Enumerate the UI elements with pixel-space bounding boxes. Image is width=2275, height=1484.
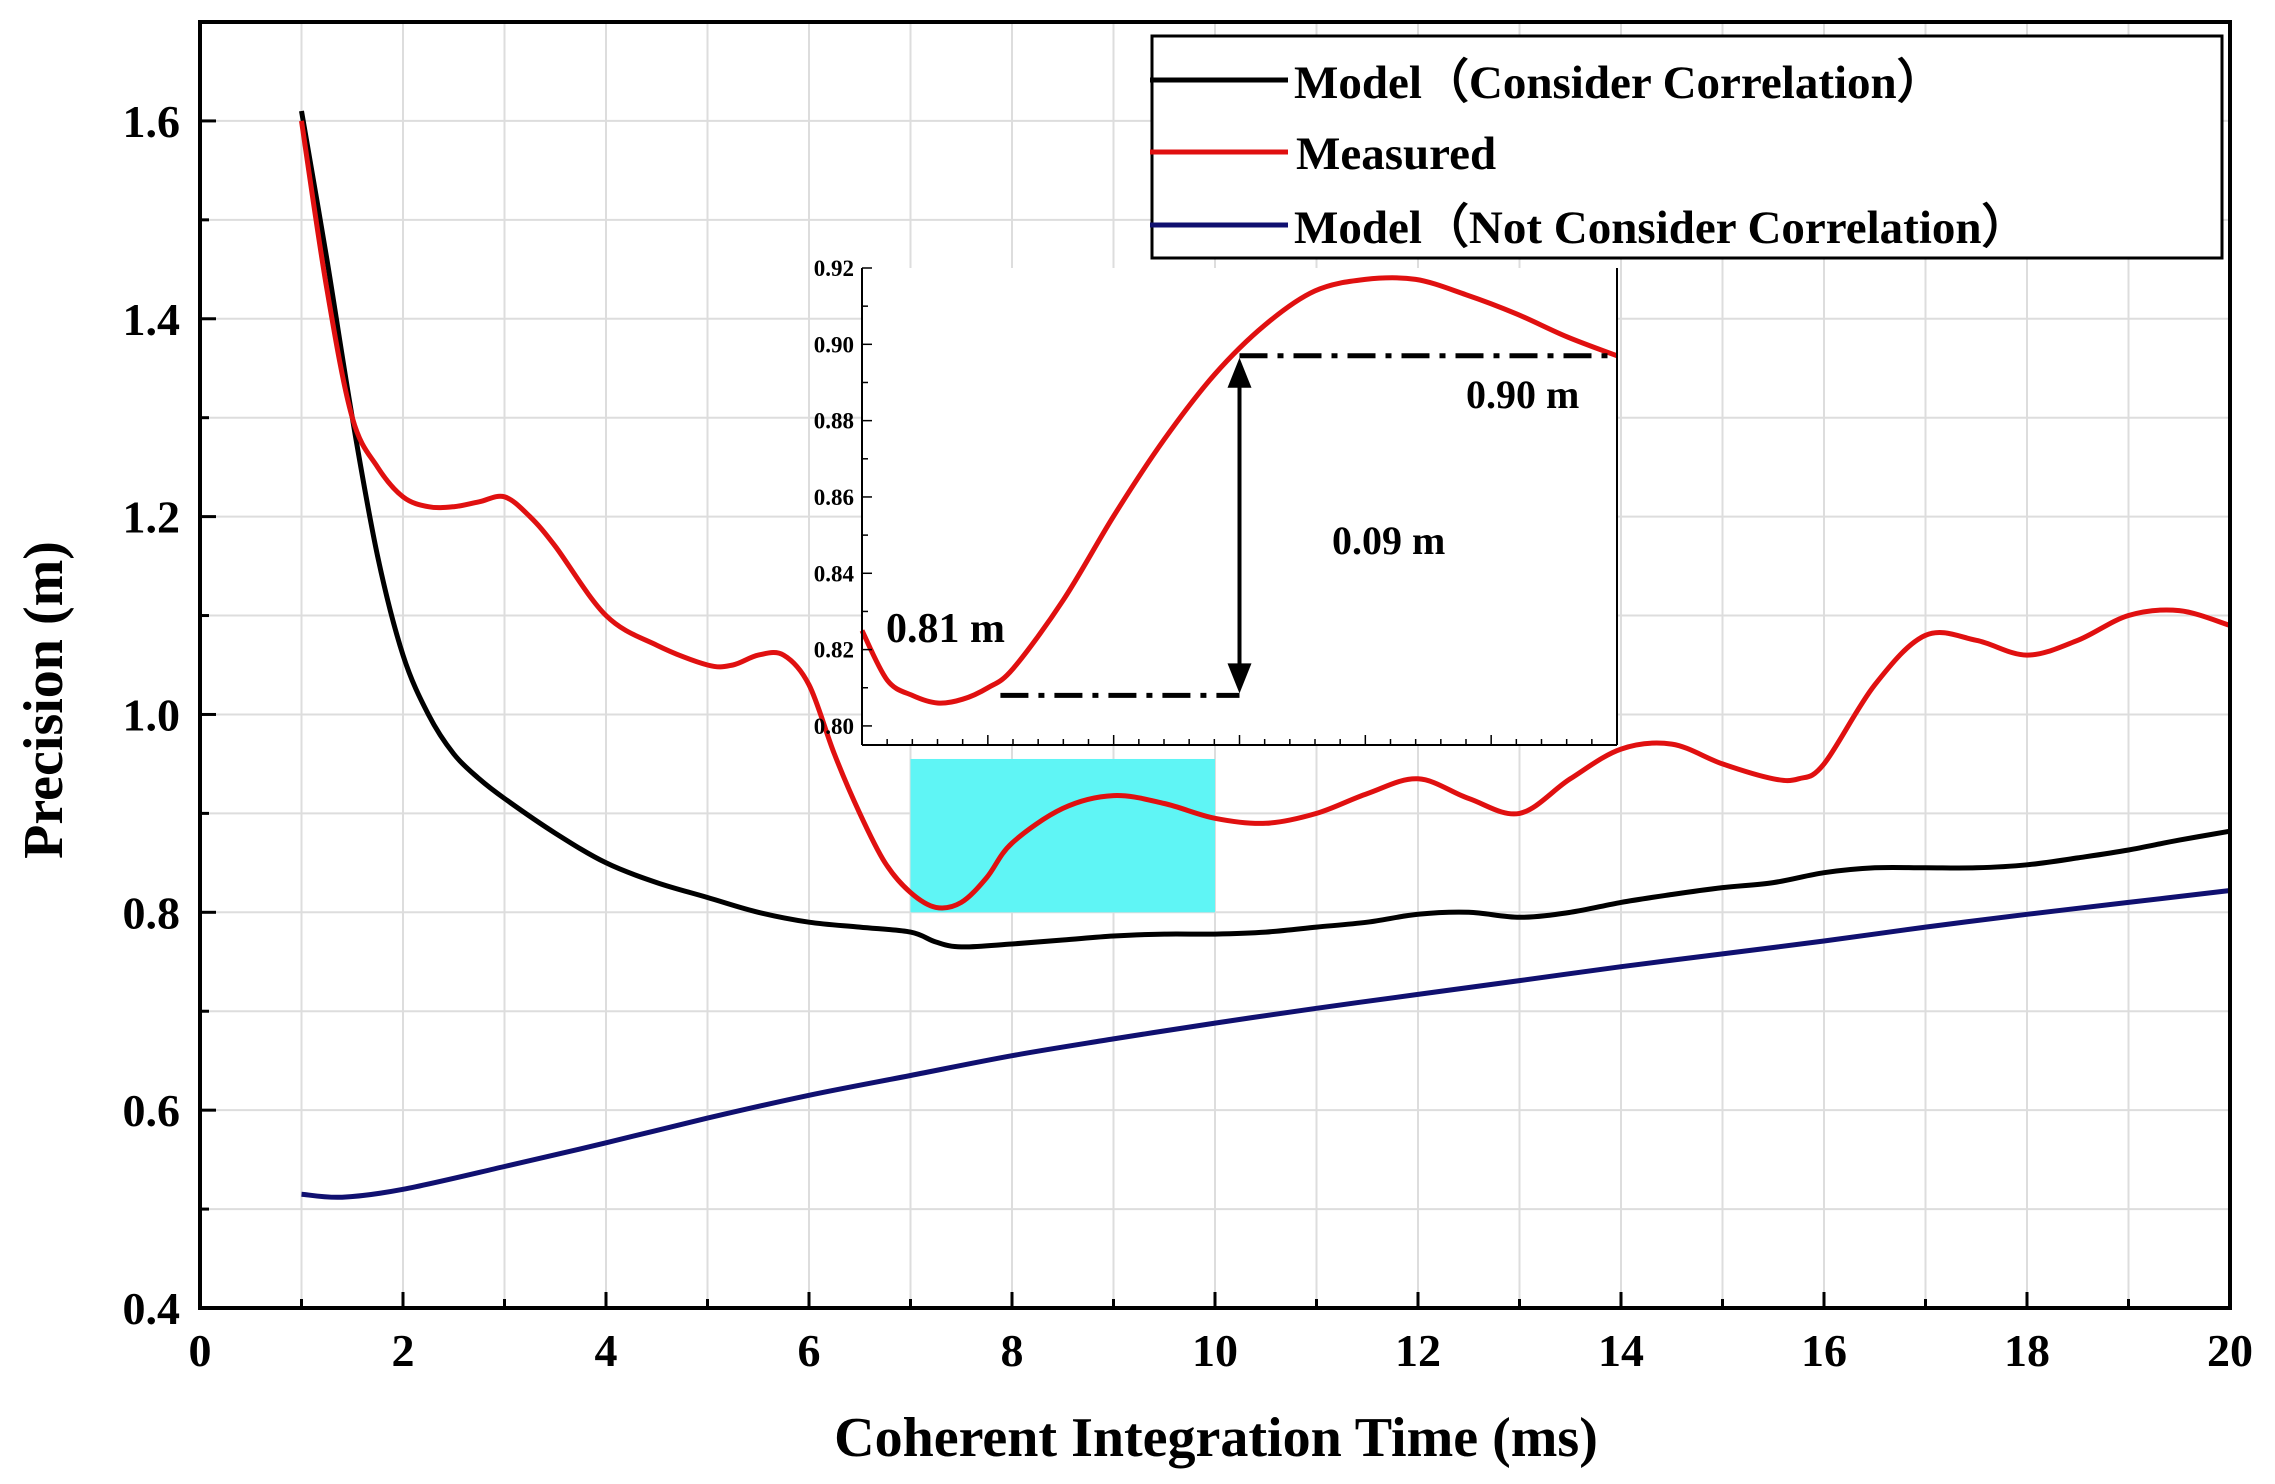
x-tick-label: 18 xyxy=(2004,1325,2050,1376)
axes xyxy=(198,20,2232,1310)
y-tick-label: 1.0 xyxy=(123,689,181,740)
tick-labels: 0 2 4 6 8 10 12 14 16 18 20 0.4 0.6 0.8 1.0 1.2 1.4 1.6 xyxy=(123,96,2254,1376)
inset-y-tick-label: 0.86 xyxy=(814,485,854,510)
legend-label-model-correlation: Model（Consider Correlation） xyxy=(1294,57,1944,109)
x-tick-label: 6 xyxy=(798,1325,821,1376)
x-tick-label: 20 xyxy=(2207,1325,2253,1376)
inset-y-tick-label: 0.90 xyxy=(814,332,854,357)
series-group xyxy=(299,110,2231,1200)
legend-label-measured: Measured xyxy=(1296,128,1496,180)
legend: Model（Consider Correlation） Measured Mod… xyxy=(1150,34,2224,260)
x-tick-label: 0 xyxy=(189,1325,212,1376)
inset-plot: 0.80 0.82 0.84 0.86 0.88 0.90 0.92 0.81 m 0.90 m… xyxy=(814,256,1618,746)
arrow-head-down xyxy=(1227,663,1252,694)
series-model-no-correlation xyxy=(301,888,2231,1200)
x-axis-label: Coherent Integration Time (ms) xyxy=(834,1407,1598,1469)
inset-series-measured xyxy=(859,275,1618,706)
inset-y-tick-label: 0.92 xyxy=(814,256,854,281)
inset-y-tick-label: 0.82 xyxy=(814,638,854,663)
legend-box xyxy=(1150,34,2224,260)
y-tick-label: 1.2 xyxy=(123,492,181,543)
x-tick-label: 2 xyxy=(392,1325,415,1376)
max-value-label: 0.90 m xyxy=(1466,372,1579,417)
x-tick-label: 16 xyxy=(1801,1325,1847,1376)
inset-y-tick-label: 0.80 xyxy=(814,714,854,739)
min-value-label: 0.81 m xyxy=(886,606,1005,652)
x-tick-label: 14 xyxy=(1598,1325,1644,1376)
x-tick-label: 10 xyxy=(1192,1325,1238,1376)
arrow-head-up xyxy=(1227,357,1252,388)
x-tick-label: 4 xyxy=(595,1325,618,1376)
series-measured xyxy=(299,120,2231,911)
x-tick-label: 8 xyxy=(1001,1325,1024,1376)
highlight-box xyxy=(910,758,1215,913)
inset-y-tick-label: 0.88 xyxy=(814,409,854,434)
inset-y-tick-label: 0.84 xyxy=(814,561,855,586)
y-tick-label: 1.6 xyxy=(123,96,181,147)
y-axis-label: Precision (m) xyxy=(13,541,75,859)
y-tick-label: 0.6 xyxy=(123,1085,181,1136)
x-tick-label: 12 xyxy=(1395,1325,1441,1376)
difference-value-label: 0.09 m xyxy=(1332,518,1445,563)
legend-label-model-no-correlation: Model（Not Consider Correlation） xyxy=(1294,202,2029,254)
y-tick-label: 1.4 xyxy=(123,294,181,345)
series-model-correlation xyxy=(299,110,2231,950)
y-tick-label: 0.4 xyxy=(123,1283,181,1334)
y-tick-label: 0.8 xyxy=(123,887,181,938)
